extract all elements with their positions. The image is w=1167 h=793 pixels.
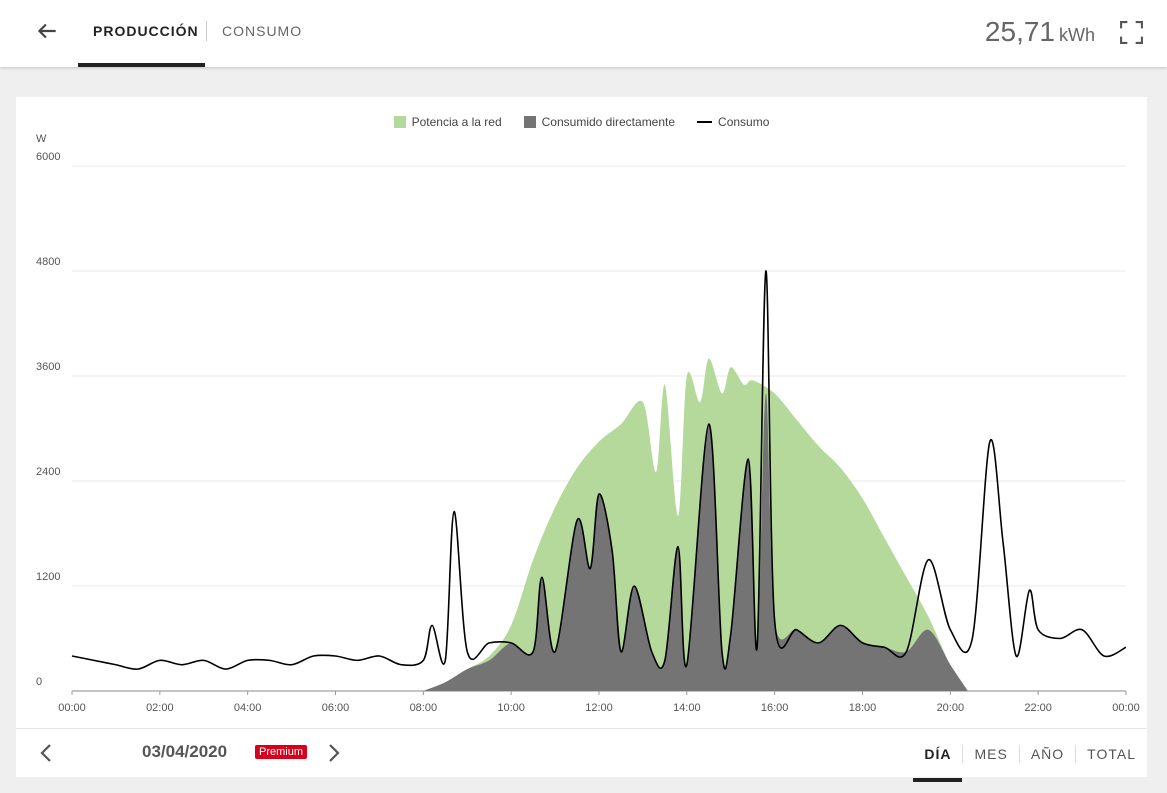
x-tick-label: 08:00 (410, 702, 438, 714)
legend-swatch-consumido (523, 116, 536, 128)
x-tick-label: 02:00 (146, 702, 174, 714)
period-tab-dia[interactable]: DÍA (913, 745, 963, 782)
date-label[interactable]: 03/04/2020 (142, 742, 228, 761)
period-tab-mes[interactable]: MES (962, 744, 1018, 763)
legend-label-consumido: Consumido directamente (541, 115, 676, 129)
y-tick-label: 0 (36, 676, 42, 688)
chevron-left-icon[interactable] (36, 741, 56, 765)
x-tick-label: 06:00 (322, 702, 350, 714)
total-energy-unit: kWh (1059, 25, 1095, 45)
period-tab-ano[interactable]: AÑO (1018, 744, 1075, 763)
tab-consumo[interactable]: CONSUMO (222, 23, 303, 39)
x-tick-label: 22:00 (1024, 702, 1052, 714)
total-energy: 25,71 kWh (985, 16, 1095, 48)
tab-divider (206, 21, 207, 41)
chart-card: 0 1200 2400 3600 4800 6000 W 00:00 02:00 04:00 06:… (16, 97, 1147, 782)
chart-footer: 03/04/2020 Premium DÍA MES AÑO TOTAL (16, 728, 1147, 782)
y-tick-label: 1200 (36, 571, 60, 583)
period-tab-total[interactable]: TOTAL (1075, 744, 1147, 763)
x-tick-label: 20:00 (937, 702, 965, 714)
x-tick-label: 12:00 (585, 702, 613, 714)
legend-label-potencia: Potencia a la red (411, 115, 502, 129)
active-tab-indicator (78, 63, 205, 67)
legend-swatch-potencia (393, 116, 406, 128)
series-line-consumo (71, 270, 1127, 670)
x-tick-label: 14:00 (673, 702, 701, 714)
series-area-potencia (423, 358, 968, 691)
legend-item-potencia[interactable]: Potencia a la red (393, 115, 502, 129)
legend-item-consumo[interactable]: Consumo (697, 115, 769, 129)
x-tick-label: 00:00 (58, 702, 86, 714)
x-tick-label: 10:00 (497, 702, 525, 714)
legend-swatch-consumo (697, 121, 713, 123)
y-tick-label: 4800 (36, 256, 60, 268)
fullscreen-icon[interactable] (1119, 20, 1144, 45)
legend-item-consumido[interactable]: Consumido directamente (523, 115, 676, 129)
chevron-right-icon[interactable] (324, 741, 344, 765)
x-tick-label: 16:00 (761, 702, 789, 714)
x-tick-label: 00:00 (1112, 702, 1140, 714)
series-area-consumido (423, 393, 968, 691)
x-tick-label: 18:00 (849, 702, 877, 714)
arrow-left-icon[interactable] (34, 18, 60, 44)
premium-badge: Premium (255, 745, 308, 759)
period-tabs: DÍA MES AÑO TOTAL (913, 729, 1147, 782)
tab-produccion[interactable]: PRODUCCIÓN (93, 23, 199, 39)
total-energy-value: 25,71 (984, 16, 1055, 47)
y-tick-label: 3600 (36, 361, 60, 373)
y-tick-label: 2400 (36, 466, 60, 478)
production-chart: 0 1200 2400 3600 4800 6000 W 00:00 02:00 04:00 06:… (36, 133, 1140, 714)
legend-label-consumo: Consumo (718, 115, 770, 129)
top-bar: PRODUCCIÓN CONSUMO 25,71 kWh (0, 0, 1167, 67)
chart-legend: Potencia a la red Consumido directamente… (16, 115, 1147, 129)
y-tick-label: 6000 (36, 151, 60, 163)
y-axis-label: W (36, 133, 47, 145)
x-tick-label: 04:00 (234, 702, 262, 714)
